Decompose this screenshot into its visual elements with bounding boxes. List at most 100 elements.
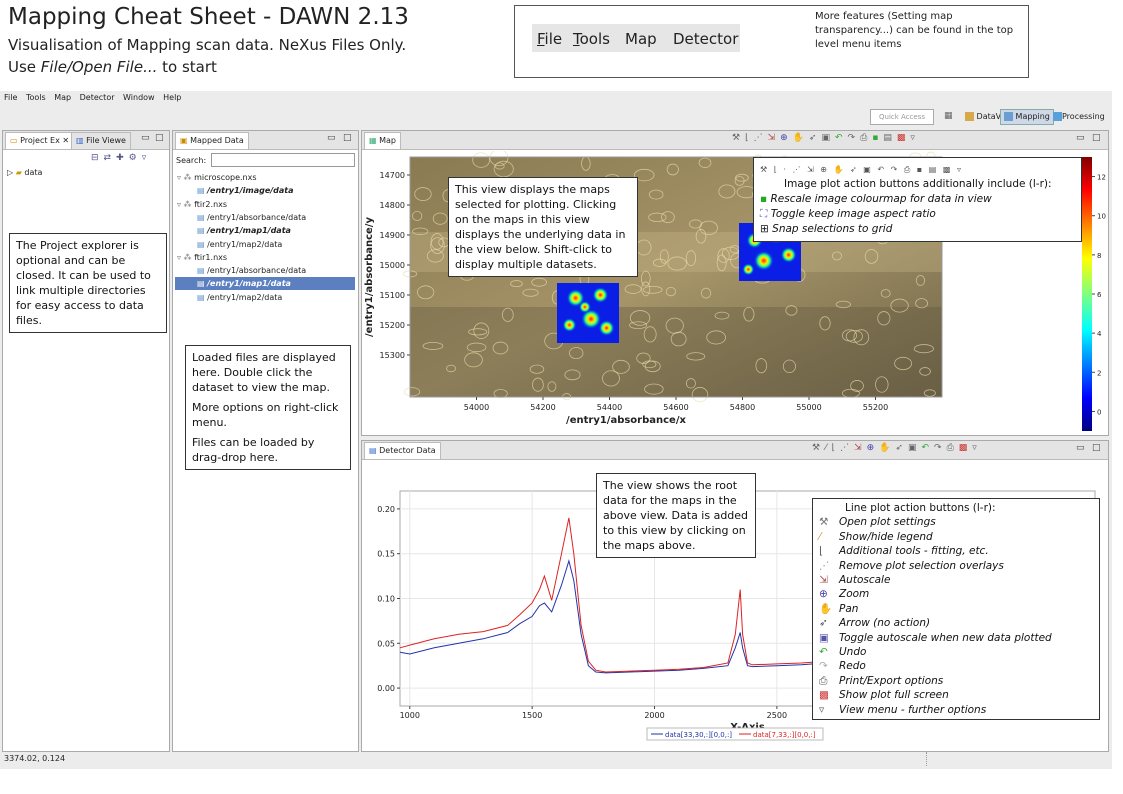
minimize-icon[interactable]: ▭: [141, 133, 150, 143]
mapped-tree-item[interactable]: ▤ /entry1/image/data: [175, 184, 355, 197]
view-menu-icon[interactable]: ▿: [972, 443, 982, 453]
legend-icon[interactable]: ⁄: [825, 443, 832, 453]
map-plot-area[interactable]: 54000 54200 54400 54600 54800 55000 55200 14700…: [364, 151, 1106, 431]
rescale-colourmap-label: Rescale image colourmap for data in view: [770, 193, 992, 205]
arrow-icon[interactable]: ➶: [808, 133, 822, 143]
perspective-processing[interactable]: Processing: [1050, 110, 1108, 124]
cell-outline: [670, 331, 687, 347]
mapped-tree-item[interactable]: ▤ /entry1/map2/data: [175, 238, 355, 251]
perspective-datavis[interactable]: DataVis: [962, 110, 1010, 124]
minimize-icon[interactable]: ▭: [1076, 133, 1085, 143]
menu-file[interactable]: File: [4, 93, 18, 102]
settings-icon[interactable]: ⚒: [732, 133, 746, 143]
menu-help[interactable]: Help: [163, 93, 182, 102]
redo-icon[interactable]: ↷: [847, 133, 861, 143]
zoom-icon[interactable]: ⊕: [780, 133, 793, 143]
map-chart[interactable]: 54000 54200 54400 54600 54800 55000 55200 14700…: [362, 151, 1106, 433]
dataset-icon: ▤: [197, 186, 208, 196]
mapped-tree-item[interactable]: ▤ /entry1/map1/data: [175, 277, 355, 291]
x-tick-label: 2500: [767, 711, 787, 720]
cell-outline: [426, 249, 444, 263]
view-menu-icon[interactable]: ▿: [910, 133, 920, 143]
tab-detector-data[interactable]: ▤ Detector Data: [364, 442, 441, 459]
fullscreen-icon[interactable]: ▩: [958, 443, 973, 453]
mapped-tree-item[interactable]: ▤ /entry1/map1/data: [175, 224, 355, 237]
tab-map[interactable]: ▦ Map: [364, 132, 401, 149]
undo-icon[interactable]: ↶: [834, 133, 848, 143]
tab-project-explorer[interactable]: ▭ Project Ex ✕: [5, 132, 75, 149]
cell-outline: [414, 187, 432, 201]
datavis-icon: [965, 112, 974, 121]
mapped-tree-item[interactable]: ▤ /entry1/map2/data: [175, 291, 355, 304]
menu-detector[interactable]: Detector: [79, 93, 115, 102]
cell-outline: [633, 168, 655, 182]
line-button-help-label: Arrow (no action): [839, 617, 931, 630]
autoscale-icon[interactable]: ⇲: [767, 133, 781, 143]
tab-file-viewer-label: File Viewe: [86, 136, 126, 145]
toggle-autoscale-icon[interactable]: ▣: [821, 133, 835, 143]
new-icon[interactable]: ✚: [116, 153, 129, 163]
remove-selection-icon[interactable]: ⋰: [840, 443, 855, 453]
undo-icon[interactable]: ↶: [921, 443, 935, 453]
maximize-icon[interactable]: □: [1092, 133, 1101, 143]
menu-example-tools: Tools: [573, 30, 610, 48]
cell-outline: [735, 173, 749, 182]
menu-tools[interactable]: Tools: [25, 93, 46, 102]
print-icon[interactable]: ⎙: [946, 443, 959, 453]
remove-selection-icon[interactable]: ⋰: [753, 133, 768, 143]
tools-icon[interactable]: ⌊: [745, 133, 754, 143]
search-input[interactable]: [211, 153, 355, 167]
expand-icon[interactable]: ▷: [7, 168, 14, 177]
remove-selection-icon: ⋰: [819, 559, 830, 572]
aspect-icon[interactable]: ▤: [883, 133, 897, 143]
project-tree-item-data[interactable]: ▷ ▰ data: [7, 168, 42, 177]
tools-icon: ⌊: [819, 545, 824, 558]
collapse-all-icon[interactable]: ⊟: [91, 153, 104, 163]
tools-icon[interactable]: ⌊: [831, 443, 841, 453]
cell-outline: [923, 389, 936, 397]
rescale-icon[interactable]: ▪: [872, 133, 884, 143]
mapped-tree-label: microscope.nxs: [194, 173, 257, 182]
close-icon[interactable]: ✕: [62, 136, 70, 145]
perspective-mapping[interactable]: Mapping: [1000, 109, 1054, 125]
fullscreen-icon[interactable]: ▩: [896, 133, 911, 143]
line-buttons-title: Line plot action buttons (l-r):: [845, 502, 996, 514]
arrow-icon[interactable]: ➶: [895, 443, 908, 453]
link-editor-icon[interactable]: ⇄: [103, 153, 117, 163]
cell-outline: [612, 359, 630, 374]
maximize-icon[interactable]: □: [155, 133, 164, 143]
pan-icon[interactable]: ✋: [792, 133, 809, 143]
quick-access-input[interactable]: Quick Access: [870, 109, 934, 125]
minimize-icon[interactable]: ▭: [1076, 443, 1085, 453]
cell-outline: [547, 381, 557, 392]
settings-icon[interactable]: ⚒: [812, 443, 826, 453]
map-callout: This view displays the maps selected for…: [448, 177, 638, 277]
menu-window[interactable]: Window: [123, 93, 155, 102]
menu-map[interactable]: Map: [54, 93, 72, 102]
cell-outline: [782, 359, 796, 373]
autoscale-icon[interactable]: ⇲: [854, 443, 867, 453]
cell-outline: [659, 249, 669, 264]
cell-outline: [430, 237, 445, 254]
redo-icon[interactable]: ↷: [934, 443, 947, 453]
mapped-tree-item[interactable]: ▿ ⁂ ftir2.nxs: [175, 198, 355, 211]
minimize-icon[interactable]: ▭: [327, 133, 336, 143]
cell-outline: [464, 352, 483, 368]
open-perspective-icon[interactable]: ▦: [944, 111, 953, 121]
view-menu-icon[interactable]: ▿: [141, 153, 152, 163]
maximize-icon[interactable]: □: [1092, 443, 1101, 453]
pan-icon[interactable]: ✋: [879, 443, 896, 453]
tab-file-viewer[interactable]: ▥ File Viewe: [71, 132, 131, 149]
mapped-tree-item[interactable]: ▤ /entry1/absorbance/data: [175, 264, 355, 277]
maximize-icon[interactable]: □: [343, 133, 352, 143]
tab-mapped-data[interactable]: ▣ Mapped Data: [175, 132, 249, 149]
zoom-icon[interactable]: ⊕: [866, 443, 880, 453]
toggle-autoscale-icon[interactable]: ▣: [907, 443, 922, 453]
filter-icon[interactable]: ⚙: [128, 153, 142, 163]
mapped-tree-item[interactable]: ▤ /entry1/absorbance/data: [175, 211, 355, 224]
mapped-tree-item[interactable]: ▿ ⁂ ftir1.nxs: [175, 251, 355, 264]
mapped-tree-item[interactable]: ▿ ⁂ microscope.nxs: [175, 171, 355, 184]
menu-example-file: File: [537, 30, 563, 48]
print-icon[interactable]: ⎙: [860, 133, 873, 143]
cell-outline: [412, 210, 423, 221]
